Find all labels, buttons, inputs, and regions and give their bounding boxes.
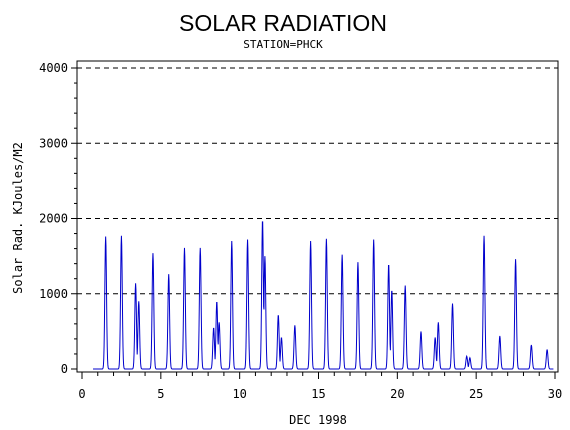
y-tick-label: 0 — [61, 362, 68, 376]
x-tick-label: 10 — [232, 387, 246, 401]
y-tick-label: 1000 — [39, 287, 68, 301]
y-axis: 0 1000 2000 3000 4000 — [39, 61, 78, 376]
x-tick-label: 0 — [78, 387, 85, 401]
x-axis-label: DEC 1998 — [289, 413, 347, 427]
y-tick-label: 4000 — [39, 61, 68, 75]
plot-frame — [76, 60, 559, 373]
chart-title: SOLAR RADIATION — [179, 10, 387, 36]
x-tick-label: 5 — [157, 387, 164, 401]
chart-subtitle: STATION=PHCK — [243, 38, 323, 51]
x-tick-label: 20 — [390, 387, 404, 401]
x-tick-label: 30 — [548, 387, 562, 401]
y-tick-label: 2000 — [39, 212, 68, 226]
y-tick-label: 3000 — [39, 136, 68, 150]
solar-radiation-series-line — [93, 221, 554, 370]
x-axis: 0 5 10 15 20 25 30 — [78, 372, 562, 401]
y-axis-label: Solar Rad. KJoules/M2 — [11, 142, 25, 294]
x-tick-label: 15 — [311, 387, 325, 401]
grid-lines — [77, 67, 558, 295]
x-tick-label: 25 — [469, 387, 483, 401]
